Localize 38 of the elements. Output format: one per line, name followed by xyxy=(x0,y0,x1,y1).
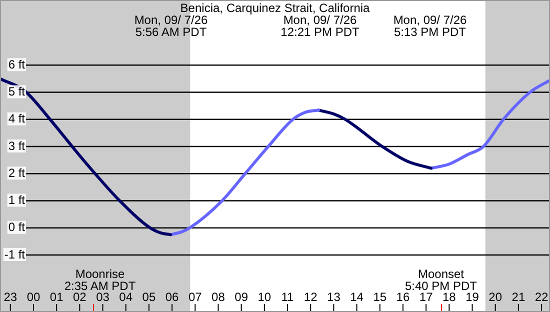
y-tick-label: 4 ft xyxy=(8,112,26,126)
y-tick-label: -1 ft xyxy=(4,247,26,262)
x-tick-label: 02 xyxy=(72,290,87,304)
x-tick-label: 00 xyxy=(26,290,40,304)
y-tick-label: 6 ft xyxy=(8,57,26,72)
x-tick-label: 21 xyxy=(512,290,526,304)
annotation: Moonrise 2:35 AM PDT xyxy=(64,267,136,293)
y-tick-label: 3 ft xyxy=(8,138,26,153)
annotation: Mon, 09/ 7/26 5:56 AM PDT xyxy=(134,13,208,39)
x-tick-label: 07 xyxy=(188,290,202,304)
x-tick-label: 10 xyxy=(258,290,272,304)
x-tick-label: 20 xyxy=(488,290,502,304)
annotation: Mon, 09/ 7/26 5:13 PM PDT xyxy=(393,13,468,39)
annotation: Moonset 5:40 PM PDT xyxy=(404,267,478,293)
x-tick-label: 15 xyxy=(373,290,387,304)
x-tick-label: 12 xyxy=(304,290,318,304)
annotation: Mon, 09/ 7/26 12:21 PM PDT xyxy=(280,13,360,39)
x-tick-label: 18 xyxy=(442,290,456,304)
x-tick-label: 06 xyxy=(165,290,180,304)
y-tick-label: 2 ft xyxy=(8,166,26,180)
x-tick-label: 19 xyxy=(466,290,480,304)
y-tick-label: 0 ft xyxy=(8,220,26,234)
y-tick-label: 1 ft xyxy=(8,193,26,208)
x-tick-label: 13 xyxy=(327,290,341,304)
x-tick-label: 17 xyxy=(419,290,434,304)
x-tick-label: 01 xyxy=(50,290,64,304)
x-tick-label: 04 xyxy=(119,290,133,304)
y-tick-label: 5 ft xyxy=(8,84,26,99)
chart-title: Benicia, Carquinez Strait, California xyxy=(180,1,370,15)
x-tick-label: 11 xyxy=(281,290,294,304)
x-tick-label: 16 xyxy=(396,290,410,304)
x-tick-label: 08 xyxy=(212,290,226,304)
x-tick-label: 14 xyxy=(350,290,364,304)
x-tick-label: 03 xyxy=(96,290,110,304)
x-tick-label: 09 xyxy=(234,290,248,304)
x-tick-label: 05 xyxy=(142,290,156,304)
x-tick-label: 22 xyxy=(534,290,549,304)
x-tick-label: 23 xyxy=(4,290,18,304)
